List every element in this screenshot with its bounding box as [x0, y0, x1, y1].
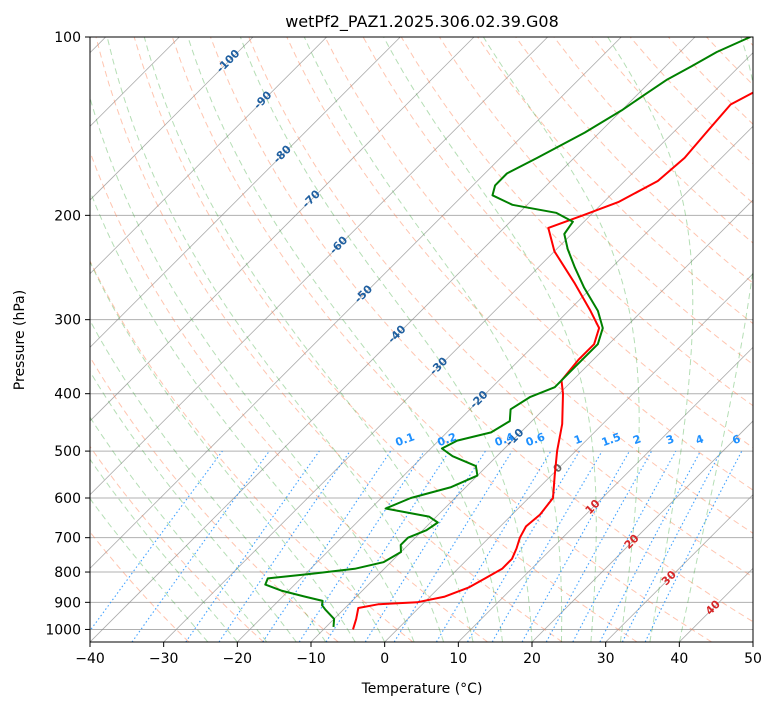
isotherm-line	[531, 420, 753, 642]
moist-adiabat-line	[678, 37, 753, 642]
dry-adiabat-line	[90, 445, 264, 642]
dry-adiabat-line	[210, 37, 753, 623]
chart-title: wetPf2_PAZ1.2025.306.02.39.G08	[285, 12, 559, 32]
moist-adiabat-line	[607, 37, 694, 642]
isotherm-line	[90, 37, 327, 275]
dry-adiabat-line	[286, 37, 753, 534]
y-tick-label: 900	[54, 595, 81, 611]
y-tick-label: 600	[54, 491, 81, 507]
y-axis-label: Pressure (hPa)	[12, 290, 28, 390]
dry-adiabat-line	[171, 37, 712, 642]
x-tick-label: 20	[523, 651, 541, 667]
isotherm-line	[90, 37, 622, 569]
x-tick-label: −30	[149, 651, 179, 667]
x-tick-label: 30	[597, 651, 615, 667]
moist-adiabat-line	[90, 319, 327, 642]
dry-adiabat-line	[515, 37, 753, 284]
mixing-ratio-label: 0.4	[493, 430, 516, 449]
y-tick-label: 200	[54, 208, 81, 224]
x-tick-label: 10	[449, 651, 467, 667]
moist-adiabat-line	[90, 370, 297, 642]
y-tick-label: 300	[54, 313, 81, 329]
y-tick-label: 1000	[45, 622, 81, 638]
dry-adiabat-line	[90, 356, 339, 642]
y-tick-label: 800	[54, 565, 81, 581]
moist-adiabat-lines	[90, 37, 753, 642]
mixing-ratio-line	[185, 450, 320, 642]
y-tick-label: 500	[54, 444, 81, 460]
mixing-ratio-label: 2	[631, 432, 643, 447]
isotherm-line	[90, 37, 548, 496]
moist-adiabat-line	[482, 37, 640, 642]
mixing-ratio-line	[644, 450, 743, 642]
dry-adiabat-line	[133, 37, 638, 642]
temperature-line	[352, 91, 753, 630]
y-tick-label: 700	[54, 531, 81, 547]
y-axis-ticks: 100 200 300 400 500 600 700 800 900 1000	[45, 30, 90, 638]
mixing-ratio-line	[262, 450, 392, 642]
moist-adiabat-line	[303, 37, 563, 642]
x-tick-label: 40	[670, 651, 688, 667]
dry-adiabat-line	[324, 37, 753, 491]
mixing-ratio-line	[521, 450, 630, 642]
isotherm-line	[90, 37, 401, 348]
mixing-ratio-label: 3	[664, 432, 676, 447]
x-tick-label: 50	[744, 651, 762, 667]
dewpoint-line	[264, 37, 751, 627]
moist-adiabat-line	[90, 497, 209, 642]
isotherm-line	[458, 346, 753, 642]
mixing-ratio-label: 6	[731, 432, 743, 447]
mixing-ratio-label: 0.2	[436, 430, 459, 449]
mixing-ratio-line	[218, 450, 351, 642]
dry-adiabat-line	[90, 259, 414, 642]
mixing-ratio-line	[545, 450, 653, 642]
isotherm-line	[90, 37, 254, 201]
isotherm-lines	[90, 37, 753, 642]
x-tick-label: −20	[223, 651, 253, 667]
pressure-gridlines	[90, 37, 753, 630]
moist-adiabat-line	[90, 416, 268, 642]
isotherm-line	[163, 52, 753, 642]
moist-adiabat-line	[90, 96, 415, 642]
moist-adiabat-line	[187, 37, 503, 642]
x-tick-label: 0	[380, 651, 389, 667]
mixing-ratio-line	[298, 450, 425, 642]
mixing-ratio-line	[131, 450, 270, 642]
dry-adiabat-line	[95, 37, 563, 642]
x-tick-label: −10	[296, 651, 326, 667]
isotherm-line	[237, 125, 753, 642]
x-axis-label: Temperature (°C)	[361, 681, 483, 697]
moist-adiabat-line	[383, 37, 597, 642]
x-axis-ticks: −40 −30 −20 −10 0 10 20 30 40 50	[75, 642, 762, 667]
dry-adiabat-line	[248, 37, 753, 578]
isotherm-line	[90, 37, 475, 422]
mixing-ratio-label: 0.1	[394, 430, 417, 449]
mixing-ratio-line	[90, 450, 223, 632]
moist-adiabat-line	[90, 189, 386, 642]
mixing-ratio-line	[572, 450, 677, 642]
y-tick-label: 100	[54, 30, 81, 46]
moist-adiabat-line	[90, 458, 238, 642]
moist-adiabat-line	[143, 37, 474, 642]
dry-adiabat-lines	[90, 37, 753, 642]
isotherm-line	[310, 199, 753, 642]
x-tick-label: −40	[75, 651, 105, 667]
y-tick-label: 400	[54, 387, 81, 403]
moist-adiabat-line	[239, 37, 533, 642]
mixing-ratio-label: 1.5	[600, 430, 623, 449]
moist-adiabat-line	[90, 260, 356, 642]
isotherm-line	[605, 494, 753, 642]
plot-frame	[89, 36, 754, 643]
isotherm-line	[90, 37, 696, 642]
mixing-ratio-label: 1	[572, 432, 584, 447]
mixing-ratio-label: 4	[694, 432, 706, 447]
isotherm-line	[384, 273, 753, 642]
sounding-profiles	[264, 37, 753, 630]
mixing-ratio-line	[393, 450, 513, 642]
mixing-ratio-label: 0.6	[524, 430, 547, 449]
